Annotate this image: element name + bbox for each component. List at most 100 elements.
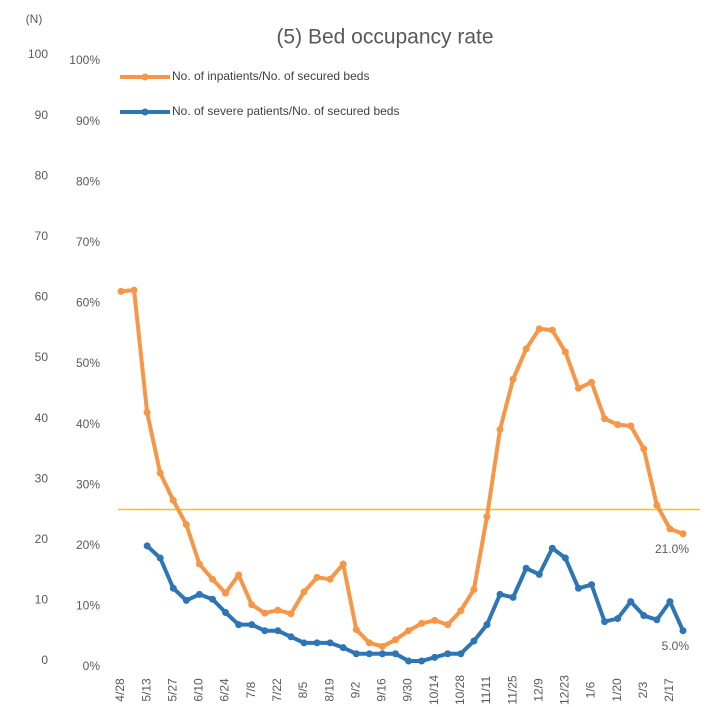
data-point xyxy=(509,593,517,601)
legend-label: No. of severe patients/No. of secured be… xyxy=(172,104,399,118)
x-tick-label: 9/30 xyxy=(401,678,415,702)
series-line xyxy=(120,288,684,649)
data-point xyxy=(535,325,543,333)
left-tick-label: 70 xyxy=(35,229,49,243)
data-point xyxy=(561,554,569,562)
data-point xyxy=(195,560,203,568)
data-point xyxy=(143,542,151,550)
data-point xyxy=(274,627,282,635)
data-point xyxy=(182,521,190,529)
data-point xyxy=(195,590,203,598)
legend-marker xyxy=(141,73,149,81)
data-point xyxy=(653,501,661,509)
x-tick-label: 9/2 xyxy=(348,681,362,698)
data-point xyxy=(378,650,386,658)
data-point xyxy=(588,378,596,386)
data-point xyxy=(365,650,373,658)
data-point xyxy=(405,627,413,635)
data-point xyxy=(156,469,164,477)
data-point xyxy=(666,598,674,606)
y-tick-label: 20% xyxy=(76,538,100,552)
left-tick-label: 80 xyxy=(35,168,49,182)
left-tick-label: 90 xyxy=(35,108,49,122)
data-point xyxy=(391,650,399,658)
data-point xyxy=(169,584,177,592)
data-point xyxy=(574,384,582,392)
left-tick-label: 0 xyxy=(41,653,48,667)
data-point xyxy=(548,326,556,334)
data-point xyxy=(548,544,556,552)
data-point xyxy=(679,530,687,538)
data-point xyxy=(391,636,399,644)
left-tick-label: 60 xyxy=(35,290,49,304)
data-point xyxy=(679,627,687,635)
data-point xyxy=(313,639,321,647)
data-point xyxy=(522,345,530,353)
x-tick-label: 2/17 xyxy=(662,678,676,702)
data-point xyxy=(117,287,125,295)
x-tick-label: 7/22 xyxy=(270,678,284,702)
left-tick-label: 50 xyxy=(35,350,49,364)
data-point xyxy=(378,642,386,650)
x-tick-label: 1/6 xyxy=(584,681,598,698)
data-point xyxy=(222,589,230,597)
data-point xyxy=(326,575,334,583)
x-tick-label: 1/20 xyxy=(610,678,624,702)
data-point xyxy=(248,601,256,609)
data-point xyxy=(287,610,295,618)
data-point xyxy=(287,633,295,641)
data-point xyxy=(535,570,543,578)
data-point xyxy=(235,571,243,579)
data-point xyxy=(483,513,491,521)
data-point xyxy=(261,627,269,635)
left-tick-label: 20 xyxy=(35,532,49,546)
data-point xyxy=(522,564,530,572)
data-point xyxy=(601,415,609,423)
left-tick-label: 40 xyxy=(35,411,49,425)
y-tick-label: 50% xyxy=(76,356,100,370)
y-tick-label: 60% xyxy=(76,296,100,310)
data-point xyxy=(143,409,151,417)
data-point xyxy=(300,588,308,596)
series-line xyxy=(145,544,685,663)
x-tick-label: 2/3 xyxy=(636,681,650,698)
data-point xyxy=(156,554,164,562)
x-tick-label: 5/13 xyxy=(139,678,153,702)
data-point xyxy=(444,650,452,658)
data-point xyxy=(339,644,347,652)
data-point xyxy=(313,573,321,581)
y-tick-label: 100% xyxy=(69,53,100,67)
data-point xyxy=(182,596,190,604)
data-point xyxy=(339,560,347,568)
data-point xyxy=(130,286,138,294)
data-point xyxy=(614,421,622,429)
x-tick-label: 7/8 xyxy=(244,681,258,698)
y-tick-label: 30% xyxy=(76,477,100,491)
data-point xyxy=(666,525,674,533)
x-tick-label: 9/16 xyxy=(375,678,389,702)
data-point xyxy=(352,625,360,633)
data-point xyxy=(248,621,256,629)
data-point xyxy=(208,595,216,603)
legend-label: No. of inpatients/No. of secured beds xyxy=(172,69,369,83)
data-point xyxy=(169,496,177,504)
data-point xyxy=(496,590,504,598)
x-tick-label: 11/11 xyxy=(479,676,493,705)
data-point xyxy=(431,616,439,624)
data-point xyxy=(405,657,413,665)
y-tick-label: 40% xyxy=(76,417,100,431)
data-point xyxy=(352,650,360,658)
x-tick-label: 6/24 xyxy=(218,678,232,702)
data-point xyxy=(261,609,269,617)
chart-title: (5) Bed occupancy rate xyxy=(276,26,493,49)
data-point xyxy=(588,581,596,589)
data-point xyxy=(614,615,622,623)
x-tick-label: 11/25 xyxy=(505,675,519,704)
data-point xyxy=(561,348,569,356)
data-point xyxy=(418,657,426,665)
x-tick-label: 6/10 xyxy=(192,678,206,702)
legend-marker xyxy=(141,108,149,116)
data-point xyxy=(640,612,648,620)
data-point xyxy=(274,606,282,614)
